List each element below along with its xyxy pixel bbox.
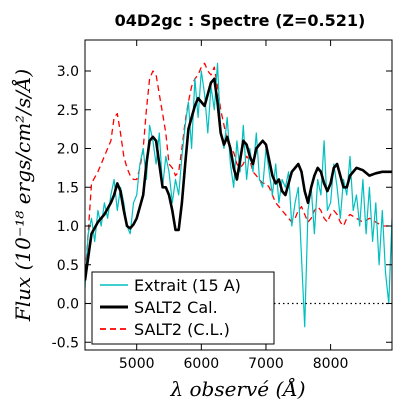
legend-label-1: SALT2 Cal.: [134, 298, 218, 317]
x-tick-label: 7000: [248, 356, 284, 372]
plot-frame: [84, 39, 393, 351]
x-tick-label: 8000: [313, 356, 349, 372]
x-axis-label: λ observé (Å): [169, 376, 305, 400]
series-line-0: [85, 62, 392, 328]
x-tick-label: 5000: [119, 356, 155, 372]
y-tick-label: 3.0: [57, 64, 79, 80]
ticks-layer: 5000 6000 7000 8000 -0.5 0.0 0.5 1.0 1.5 2.0 2.5 3.…: [52, 40, 392, 372]
chart-title: 04D2gc : Spectre (Z=0.521): [115, 11, 366, 30]
y-tick-label: -0.5: [52, 335, 79, 351]
y-tick-label: 2.5: [57, 103, 79, 119]
y-tick-label: 0.0: [57, 297, 79, 313]
x-tick-label: 6000: [184, 356, 220, 372]
y-axis-label: Flux (10⁻¹⁸ ergs/cm²/s/Å): [10, 69, 35, 322]
y-tick-label: 1.0: [57, 219, 79, 235]
y-tick-label: 2.0: [57, 142, 79, 158]
y-tick-label: 0.5: [57, 258, 79, 274]
series-line-1: [85, 77, 392, 281]
series-layer: [85, 62, 392, 328]
legend-label-0: Extrait (15 A): [134, 276, 241, 295]
legend: Extrait (15 A) SALT2 Cal. SALT2 (C.L.): [91, 271, 275, 345]
y-tick-label: 1.5: [57, 180, 79, 196]
legend-label-2: SALT2 (C.L.): [134, 320, 230, 339]
